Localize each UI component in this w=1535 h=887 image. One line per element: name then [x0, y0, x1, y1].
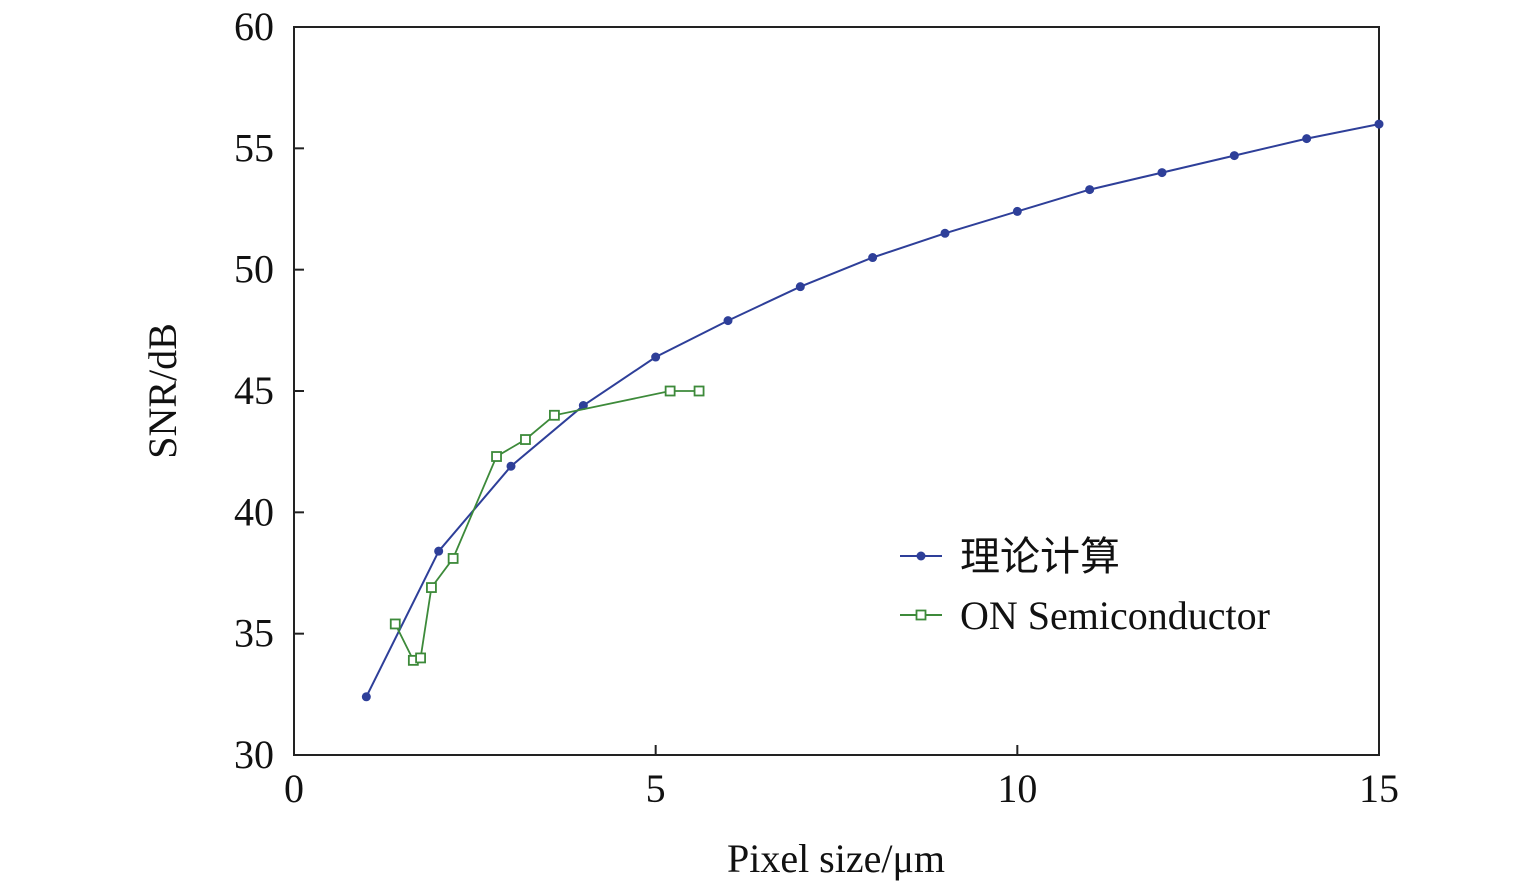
- y-axis-label: SNR/dB: [140, 323, 185, 459]
- legend-label-1: 理论计算: [960, 534, 1120, 579]
- y-tick-label: 40: [234, 489, 274, 534]
- series-1-point: [1229, 151, 1239, 161]
- series-1-point: [651, 352, 661, 362]
- series-2-point: [389, 618, 401, 630]
- x-tick-label: 10: [997, 766, 1037, 811]
- y-axis-ticks: 30 35 40 45 50 55 60: [234, 4, 304, 777]
- series-2-point: [491, 451, 502, 462]
- series-1-point: [723, 316, 733, 326]
- series-2-point: [520, 434, 531, 445]
- series-1-point: [578, 401, 588, 411]
- y-tick-label: 35: [234, 611, 274, 656]
- y-tick-label: 60: [234, 4, 274, 49]
- legend: 理论计算 ON Semiconductor: [900, 534, 1270, 638]
- y-tick-label: 45: [234, 368, 274, 413]
- x-tick-label: 0: [284, 766, 304, 811]
- series-2-point: [415, 652, 426, 664]
- series-1-point: [506, 461, 516, 471]
- series-1-point: [1302, 134, 1312, 144]
- series-2-point: [426, 582, 437, 593]
- x-tick-label: 15: [1359, 766, 1399, 811]
- y-tick-label: 30: [234, 732, 274, 777]
- series-2-point: [549, 409, 560, 421]
- series-1-point: [940, 228, 950, 238]
- y-tick-label: 50: [234, 247, 274, 292]
- x-axis-ticks: 0 5 10 15: [284, 745, 1399, 811]
- legend-label-2: ON Semiconductor: [960, 593, 1270, 638]
- series-2-point: [693, 385, 705, 397]
- series-1-point: [1012, 206, 1022, 216]
- series-1-point: [434, 546, 444, 556]
- legend-marker-circle: [916, 551, 926, 561]
- series-1-point: [1085, 185, 1095, 195]
- legend-marker-square: [915, 609, 927, 621]
- series-1-point: [868, 253, 878, 263]
- x-axis-label: Pixel size/μm: [727, 836, 945, 881]
- series-1-point: [361, 692, 371, 702]
- series-1-point: [795, 282, 805, 292]
- plot-frame: [293, 26, 1380, 756]
- series-1-point: [1374, 119, 1384, 129]
- series-layer: [361, 119, 1384, 702]
- x-tick-label: 5: [646, 766, 666, 811]
- series-2-point: [664, 385, 676, 397]
- series-line-2: [394, 390, 700, 662]
- y-tick-label: 55: [234, 125, 274, 170]
- series-2-point: [447, 553, 459, 564]
- series-1-point: [1157, 168, 1167, 178]
